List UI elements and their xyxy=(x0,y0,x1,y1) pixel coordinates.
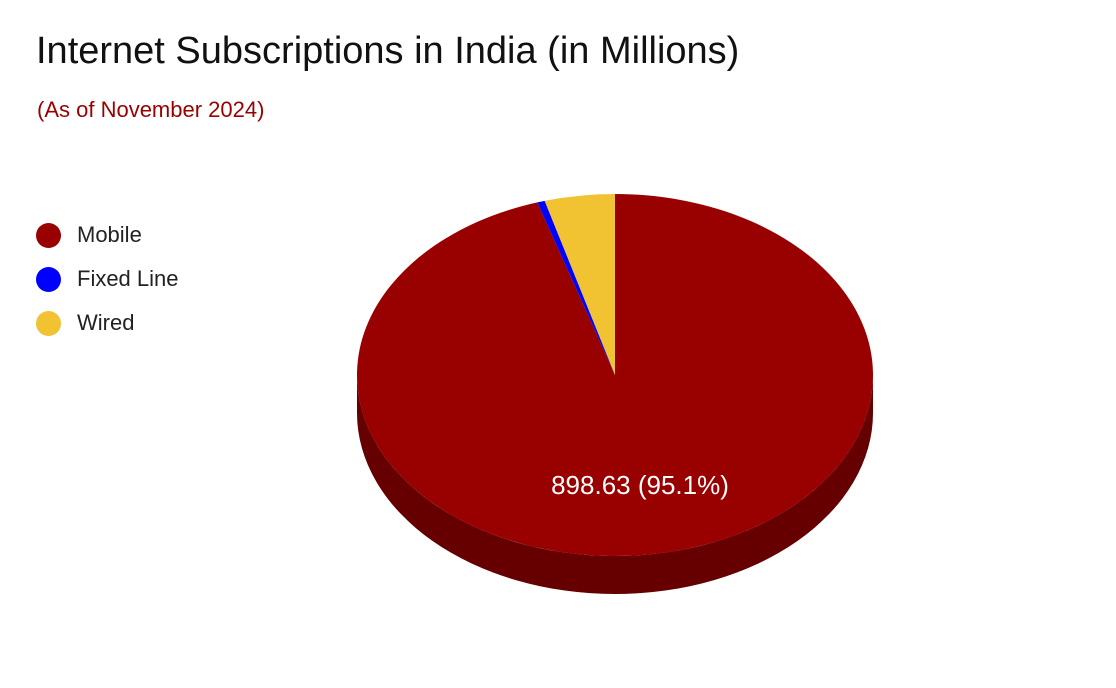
pie-side-layer xyxy=(357,375,873,594)
chart-subtitle: (As of November 2024) xyxy=(37,97,265,122)
pie-slice-fixed-line[interactable] xyxy=(537,200,615,375)
pie-label-layer: 898.63 (95.1%) xyxy=(551,470,729,500)
legend-label-mobile: Mobile xyxy=(77,222,142,247)
legend-swatch-mobile xyxy=(36,222,61,248)
pie-top-layer xyxy=(356,194,873,556)
data-label-mobile: 898.63 (95.1%) xyxy=(551,470,729,500)
legend-swatch-fixed-line xyxy=(36,266,61,292)
legend-swatch-wired xyxy=(36,310,61,336)
pie-side-mobile xyxy=(357,375,873,594)
legend-item-wired[interactable]: Wired xyxy=(36,301,179,345)
legend-label-wired: Wired xyxy=(77,310,135,335)
legend-item-mobile[interactable]: Mobile xyxy=(36,213,179,257)
legend: Mobile Fixed Line Wired xyxy=(36,213,179,345)
legend-item-fixed-line[interactable]: Fixed Line xyxy=(36,257,179,301)
legend-label-fixed-line: Fixed Line xyxy=(77,266,179,291)
chart-title: Internet Subscriptions in India (in Mill… xyxy=(36,30,740,72)
pie-slice-wired[interactable] xyxy=(544,194,615,375)
